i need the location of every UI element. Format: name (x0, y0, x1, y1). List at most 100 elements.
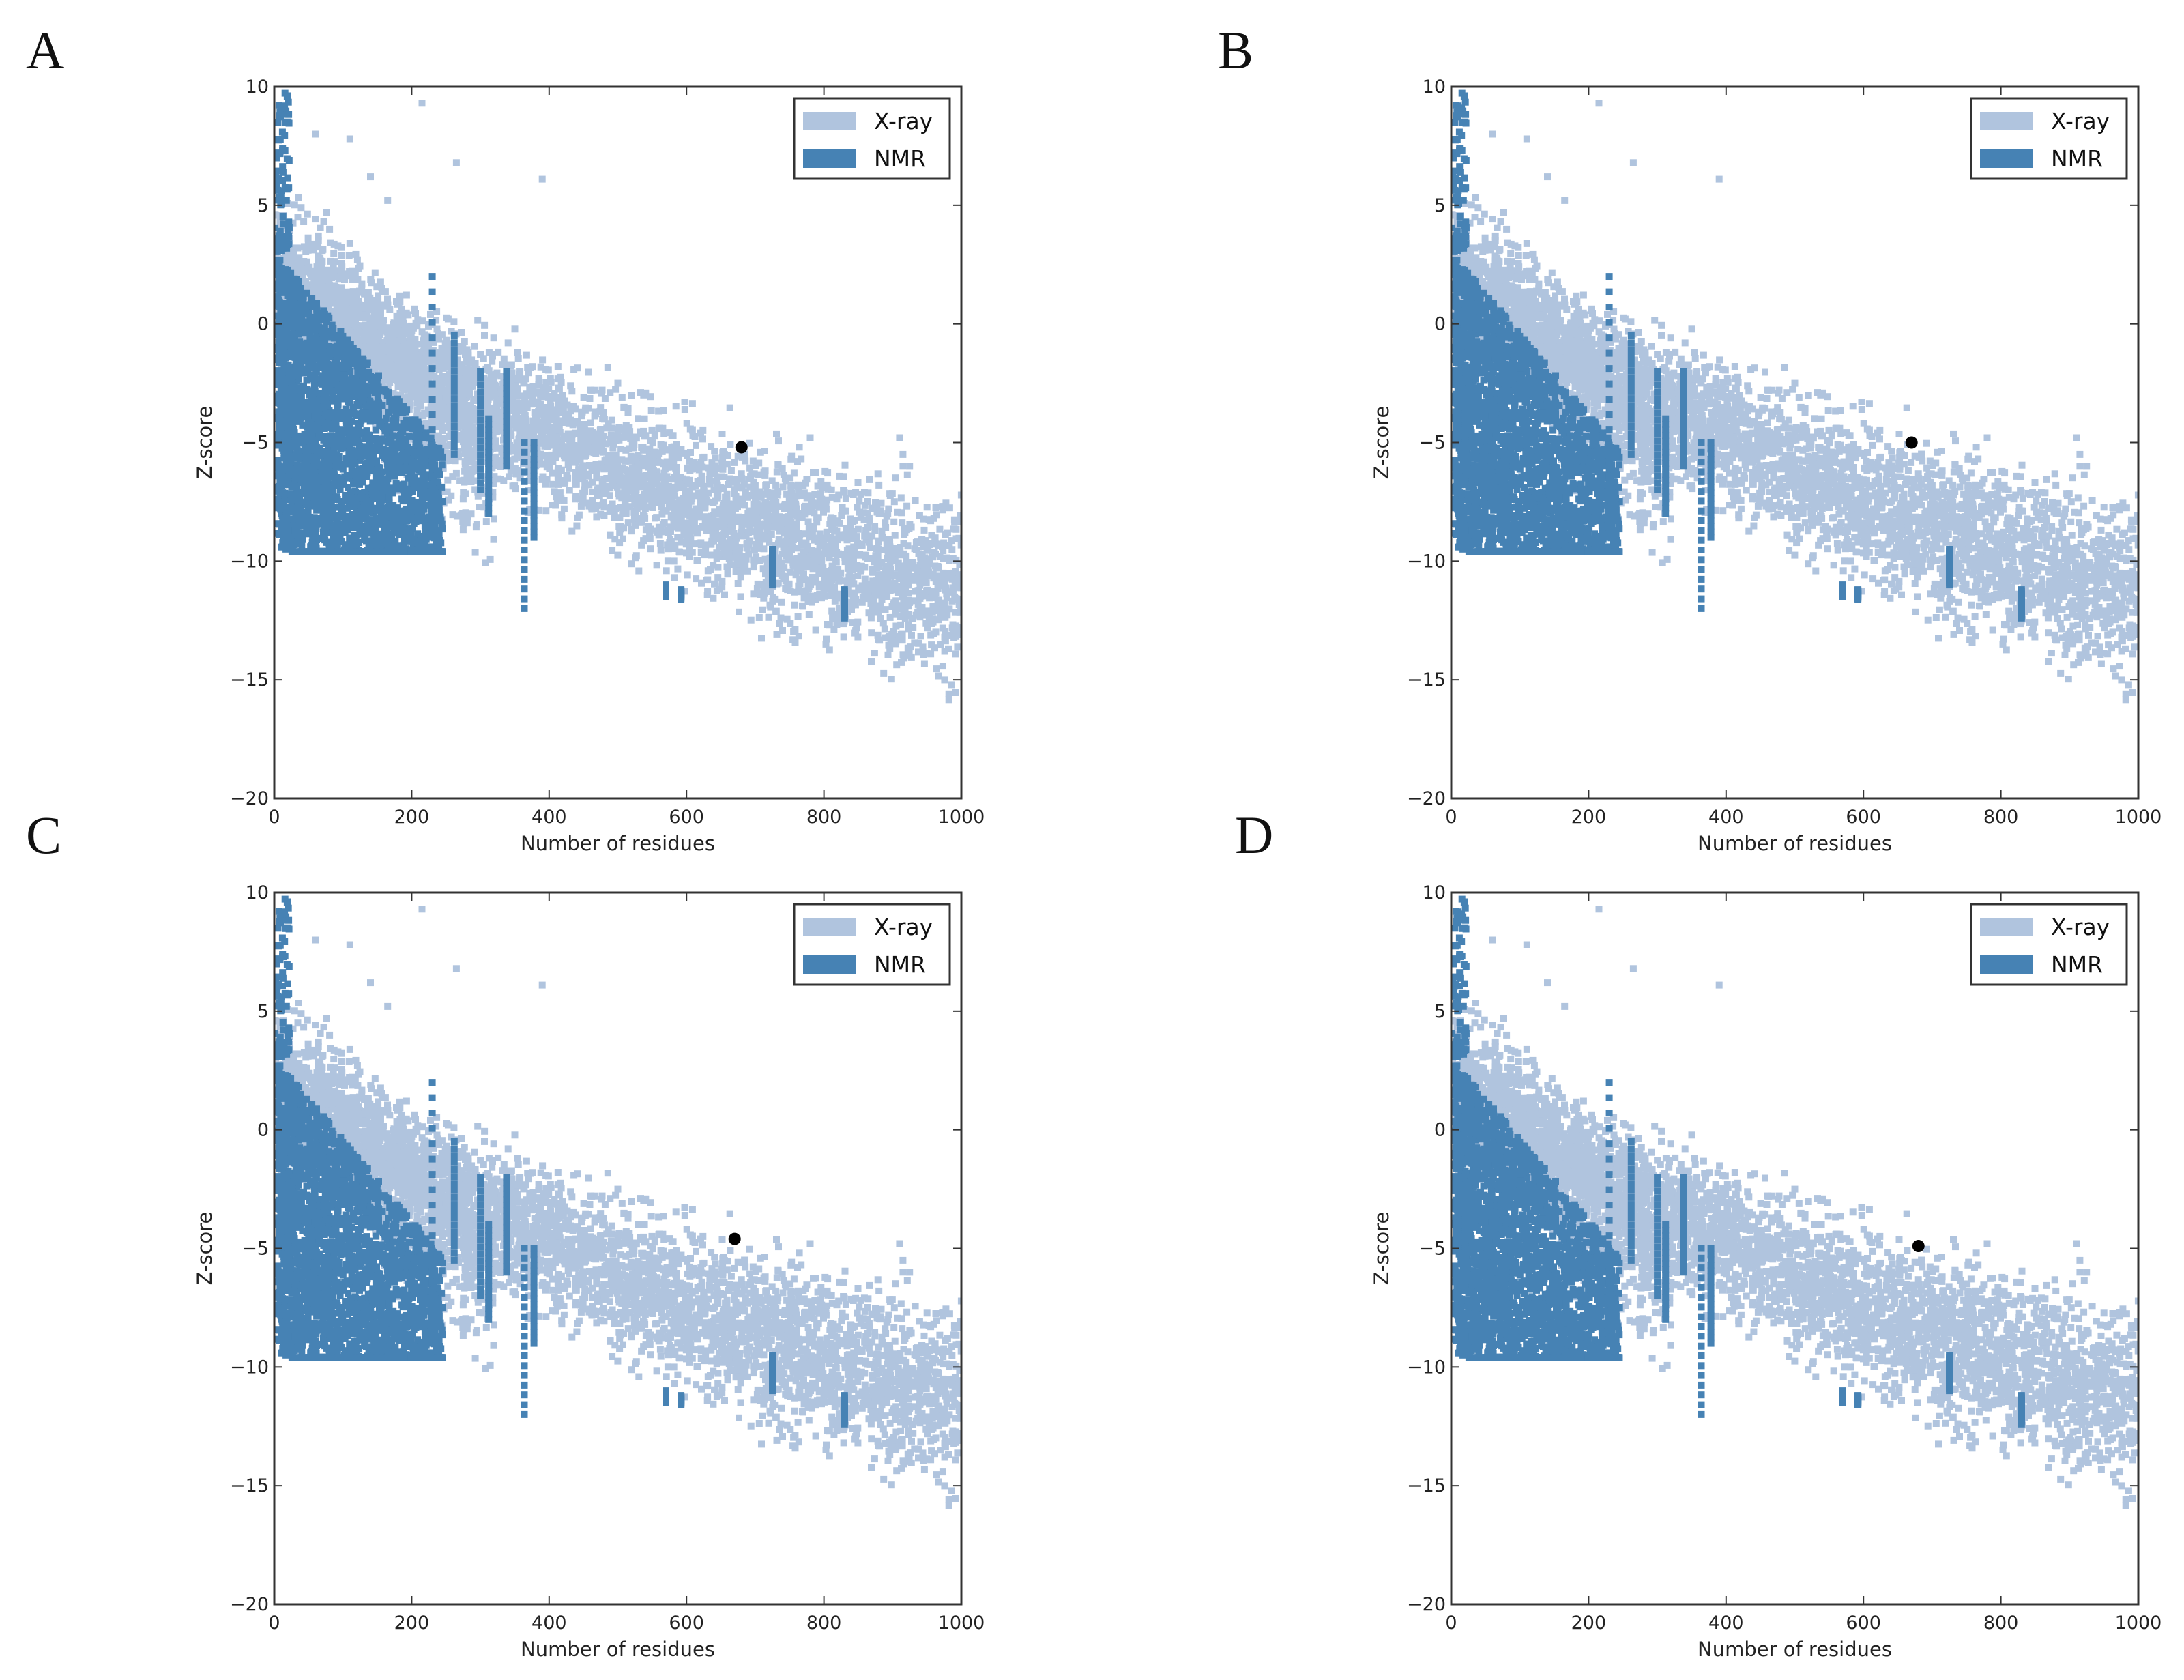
xray-point (900, 593, 907, 600)
xray-point (681, 399, 688, 405)
xray-point (665, 529, 672, 536)
xray-point (291, 254, 297, 261)
xray-point (581, 452, 588, 460)
xray-point (693, 441, 699, 449)
xray-point (607, 470, 615, 478)
xray-point (915, 648, 922, 656)
xray-point (778, 550, 786, 557)
xray-point (675, 478, 683, 484)
xray-point (549, 502, 556, 509)
xray-point (731, 561, 738, 568)
xray-point (669, 459, 677, 467)
xray-point (670, 557, 678, 565)
xray-point (736, 608, 742, 615)
xray-point (905, 603, 912, 610)
xray-point (395, 320, 403, 328)
xray-point (697, 461, 704, 468)
xray-point (869, 580, 876, 588)
xray-point (645, 455, 652, 463)
xray-point (402, 394, 409, 402)
xray-point (494, 423, 501, 431)
xray-point (547, 375, 554, 382)
xray-point (686, 457, 693, 465)
xray-point (933, 564, 940, 572)
xray-point (548, 451, 555, 459)
xray-point (861, 587, 869, 594)
xray-point (682, 491, 688, 497)
xray-point (817, 536, 825, 544)
xray-point (441, 360, 448, 367)
xray-point (886, 543, 894, 551)
xray-point (295, 270, 302, 277)
xray-point (749, 457, 757, 465)
xray-point (553, 497, 561, 504)
xray-point (512, 420, 519, 426)
xray-point (919, 643, 927, 651)
xray-point (854, 573, 862, 579)
xray-point (523, 404, 531, 411)
xray-point (461, 446, 469, 454)
xray-point (606, 452, 613, 460)
xray-point (716, 585, 723, 593)
xray-point (782, 478, 789, 485)
xray-point (319, 295, 327, 302)
xray-point (940, 570, 947, 577)
xray-point (438, 345, 446, 351)
xray-point (386, 306, 394, 313)
xray-point (456, 375, 464, 382)
xray-point (391, 391, 398, 399)
xray-point (659, 489, 667, 497)
xray-point (905, 596, 912, 604)
xray-point (684, 535, 691, 542)
xray-point (596, 407, 604, 415)
xray-point (897, 586, 905, 594)
xray-point (835, 491, 843, 499)
xray-point (945, 645, 952, 652)
xray-point (761, 590, 769, 597)
xray-point (808, 598, 815, 606)
xray-point (752, 499, 759, 506)
xray-point (569, 421, 577, 429)
xray-point (932, 590, 940, 597)
xray-point (837, 532, 845, 540)
xray-point (760, 468, 768, 476)
xray-point (653, 562, 660, 569)
xray-point (469, 424, 476, 431)
xray-point (514, 355, 522, 362)
xray-point (940, 607, 947, 615)
xray-point (753, 585, 761, 592)
xray-point (513, 388, 521, 396)
xray-point (843, 525, 850, 532)
xray-point (854, 551, 861, 558)
xray-point (467, 510, 475, 518)
xray-point (712, 454, 719, 462)
xray-point (599, 415, 607, 422)
xray-point (861, 564, 869, 571)
xray-point (555, 465, 562, 472)
xray-point (647, 478, 655, 485)
xray-point (489, 358, 496, 365)
xray-point (622, 457, 630, 465)
xray-point (828, 514, 835, 521)
xray-point (693, 575, 700, 583)
xray-point (685, 487, 693, 495)
xray-point (942, 613, 949, 621)
xray-point (544, 422, 552, 429)
xray-point (860, 489, 868, 496)
xray-point (746, 483, 754, 491)
xray-point (736, 544, 744, 551)
xray-point (616, 514, 624, 521)
xray-point (591, 412, 598, 420)
xray-point (737, 573, 744, 581)
xray-point (761, 583, 768, 591)
xray-point (592, 446, 599, 453)
xray-point (628, 392, 635, 399)
xray-point (769, 597, 776, 605)
xray-point (928, 641, 935, 649)
xray-point (792, 482, 800, 490)
xray-point (940, 539, 948, 547)
xray-point (948, 571, 955, 579)
xray-point (725, 481, 732, 488)
xray-point (877, 507, 884, 515)
xray-point (423, 332, 431, 340)
